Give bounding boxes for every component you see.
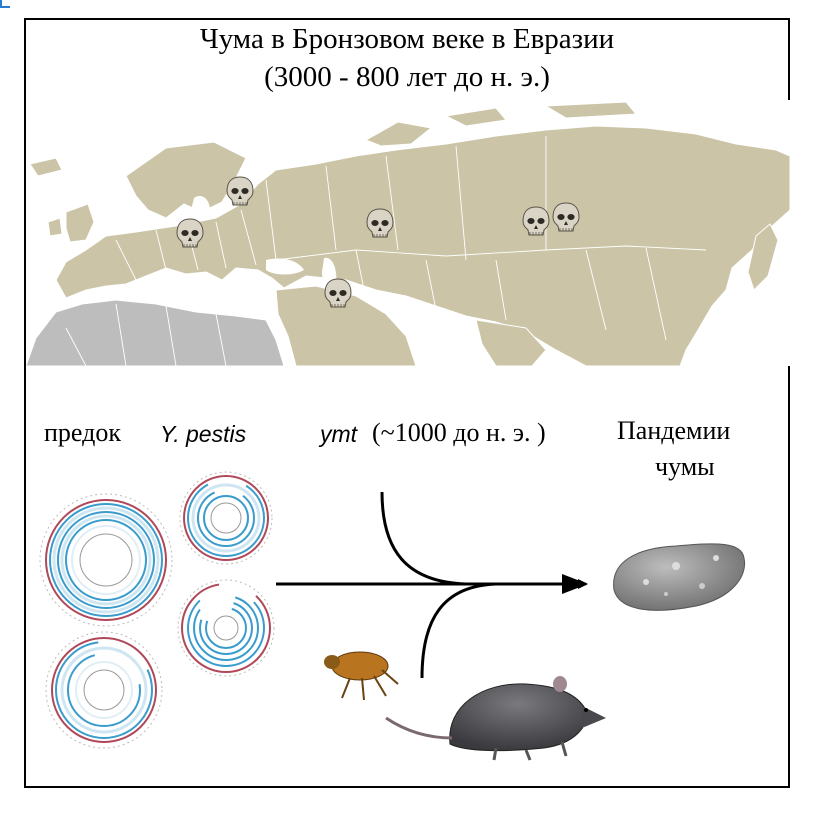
genome-circle-plot <box>179 471 273 565</box>
ymt-date-label: (~1000 до н. э. ) <box>372 418 546 447</box>
japan <box>747 223 779 291</box>
scandinavia <box>125 141 247 219</box>
genome-circle-plot <box>45 631 163 749</box>
ancestor-species-label: Y. pestis <box>160 421 247 447</box>
rat-icon <box>385 676 606 761</box>
ymt-merge-curve <box>380 491 467 586</box>
pandemics-label-line1: Пандемии <box>617 416 731 445</box>
black-sea <box>266 258 304 275</box>
arrowhead-icon <box>562 574 588 594</box>
ymt-gene-label: ymt <box>320 421 358 447</box>
indian-subcontinent <box>475 319 547 366</box>
british-isles <box>65 203 95 243</box>
eurasia-map <box>26 100 790 366</box>
africa <box>26 299 285 366</box>
arctic-islands <box>364 121 433 147</box>
baltic-sea <box>192 196 211 220</box>
pandemics-label-line2: чумы <box>655 452 715 481</box>
figure-title-line2: (3000 - 800 лет до н. э.) <box>264 61 550 93</box>
corner-mark <box>0 0 10 8</box>
figure-title-line1: Чума в Бронзовом веке в Евразии <box>199 23 615 55</box>
genome-circle-plot <box>39 493 173 627</box>
bacterium-icon <box>613 543 746 611</box>
flea-icon <box>324 651 399 701</box>
vector-merge-curve <box>420 582 497 679</box>
eurasia-landmass <box>55 125 790 366</box>
genome-circle-plot <box>177 579 275 677</box>
transmission-diagram <box>39 471 746 761</box>
mediterranean-sea <box>176 282 257 305</box>
ancestor-label: предок <box>44 418 121 447</box>
